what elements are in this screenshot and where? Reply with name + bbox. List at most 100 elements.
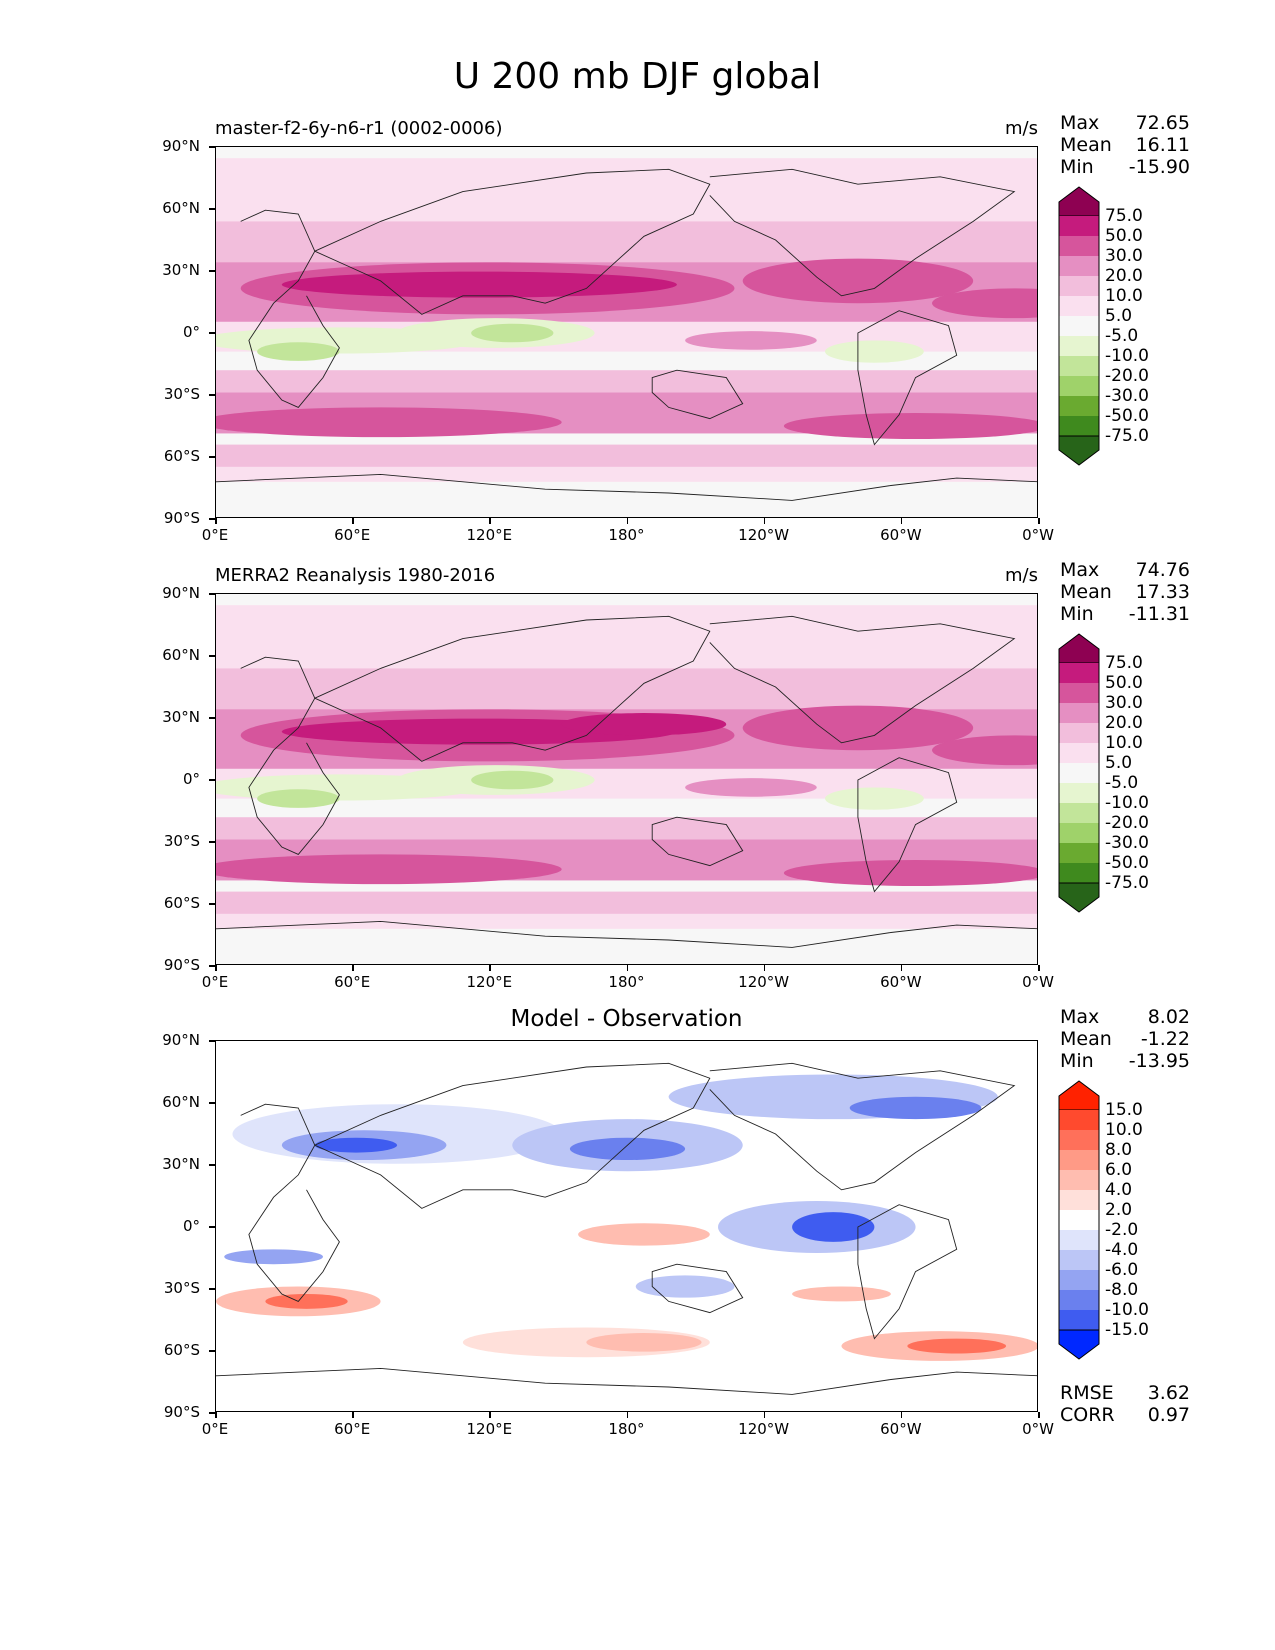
coastline-1 [314, 615, 711, 762]
lat-tick [209, 146, 215, 148]
lat-tick [209, 841, 215, 843]
lat-tick [209, 1164, 215, 1166]
colorbar [1058, 186, 1102, 466]
lat-tick-label: 0° [182, 770, 200, 788]
colorbar-level-label: 15.0 [1105, 1100, 1143, 1120]
contour-field [216, 1041, 1037, 1411]
lon-tick [763, 518, 766, 524]
colorbar-level-label: -6.0 [1105, 1260, 1139, 1280]
colorbar-segment [1059, 236, 1099, 256]
stat-name: Mean [1060, 581, 1112, 603]
lon-tick-label: 120°W [738, 973, 790, 991]
stat-row: Min -11.31 [1060, 603, 1190, 625]
colorbar-segment [1059, 1290, 1099, 1310]
coastline-3 [709, 615, 1016, 744]
stat-name: Mean [1060, 134, 1112, 156]
lat-tick [209, 593, 215, 595]
colorbar-segment [1059, 723, 1099, 743]
stat-name: Min [1060, 1050, 1094, 1072]
lat-tick-label: 30°S [163, 1279, 200, 1297]
coastline-2 [651, 816, 744, 867]
lon-tick [626, 1412, 628, 1418]
lon-tick-label: 60°E [334, 526, 371, 544]
coastline-5 [216, 473, 1037, 501]
colorbar-segment [1059, 1170, 1099, 1190]
coastline-0 [240, 1103, 340, 1302]
colorbar-level-label: 8.0 [1105, 1140, 1133, 1160]
stat-name: Mean [1060, 1028, 1112, 1050]
lon-tick-label: 0°W [1022, 526, 1054, 544]
colorbar-segment [1059, 1310, 1099, 1330]
colorbar-level-label: 4.0 [1105, 1180, 1133, 1200]
colorbar-segment [1059, 863, 1099, 883]
colorbar-segment [1059, 416, 1099, 436]
metrics-box: RMSE 3.62 CORR 0.97 [1060, 1382, 1190, 1426]
colorbar [1058, 1080, 1102, 1360]
colorbar-segment [1059, 663, 1099, 683]
lon-tick [1038, 1412, 1040, 1418]
lat-tick-label: 60°S [163, 447, 200, 465]
lat-tick-label: 30°N [162, 1155, 200, 1173]
lat-tick [209, 1040, 215, 1042]
coastline-1 [314, 168, 711, 315]
stat-value: -15.90 [1128, 156, 1190, 178]
lat-tick [209, 779, 215, 781]
lon-tick [1038, 518, 1040, 524]
panel-2: MERRA2 Reanalysis 1980-2016 m/s 90°N 60°N 30… [0, 559, 1275, 1035]
lat-tick [209, 1102, 215, 1104]
colorbar-segment [1059, 803, 1099, 823]
contour-field [216, 594, 1037, 964]
stat-value: 8.02 [1147, 1006, 1190, 1028]
colorbar-level-label: -10.0 [1105, 346, 1149, 366]
coastline-4 [857, 757, 958, 893]
lat-tick [209, 1350, 215, 1352]
coastline-3 [709, 1062, 1016, 1191]
stat-name: Max [1060, 1006, 1100, 1028]
lon-tick-label: 60°W [880, 1420, 922, 1438]
colorbar-segment [1059, 703, 1099, 723]
colorbar-level-label: 50.0 [1105, 226, 1143, 246]
lat-tick-label: 30°N [162, 261, 200, 279]
colorbar-level-label: 10.0 [1105, 286, 1143, 306]
lon-tick [626, 518, 628, 524]
lat-tick-label: 30°N [162, 708, 200, 726]
stats-box: Max 72.65 Mean 16.11 Min -15.90 [1060, 112, 1190, 178]
panel-3: Model - Observation 90°N 60°N 30°N 0° 30°S 60°… [0, 1006, 1275, 1482]
colorbar-segment [1059, 276, 1099, 296]
colorbar-segment [1059, 823, 1099, 843]
lon-tick-label: 180° [608, 973, 645, 991]
coastline-3 [709, 168, 1016, 297]
lat-tick-label: 60°S [163, 894, 200, 912]
colorbar-segment [1059, 843, 1099, 863]
colorbar-segment [1059, 376, 1099, 396]
stat-row: Mean 17.33 [1060, 581, 1190, 603]
colorbar-segment [1059, 1130, 1099, 1150]
lon-tick-label: 0°E [201, 526, 229, 544]
lat-tick [209, 270, 215, 272]
lon-tick [215, 1412, 217, 1418]
coastline-4 [857, 1204, 958, 1340]
lat-tick-label: 60°N [162, 199, 200, 217]
coastline-2 [651, 369, 744, 420]
lon-tick [215, 518, 217, 524]
colorbar-level-label: -10.0 [1105, 1300, 1149, 1320]
colorbar-segment [1059, 1150, 1099, 1170]
stat-value: -11.31 [1128, 603, 1190, 625]
colorbar-level-label: 50.0 [1105, 673, 1143, 693]
lat-tick [209, 1226, 215, 1228]
lat-tick [209, 717, 215, 719]
metric-value: 0.97 [1147, 1404, 1190, 1426]
lon-tick [900, 518, 903, 524]
stat-value: 74.76 [1135, 559, 1190, 581]
colorbar-segment [1059, 743, 1099, 763]
stat-value: 16.11 [1135, 134, 1190, 156]
colorbar-segment [1059, 356, 1099, 376]
colorbar-segment [1059, 763, 1099, 783]
units-label: m/s [1005, 565, 1038, 586]
lat-tick-label: 60°N [162, 646, 200, 664]
metric-row: RMSE 3.62 [1060, 1382, 1190, 1404]
colorbar-segment [1059, 1250, 1099, 1270]
lon-tick [626, 965, 628, 971]
lon-tick-label: 0°W [1022, 973, 1054, 991]
colorbar-extend-top [1058, 633, 1100, 664]
